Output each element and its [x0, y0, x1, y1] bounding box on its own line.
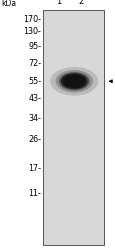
Text: kDa: kDa: [1, 0, 16, 8]
Text: 11-: 11-: [28, 188, 41, 198]
Text: 170-: 170-: [23, 16, 41, 24]
Ellipse shape: [55, 70, 92, 92]
Text: 17-: 17-: [28, 164, 41, 173]
Text: 26-: 26-: [28, 136, 41, 144]
Text: 2: 2: [77, 0, 83, 6]
Ellipse shape: [50, 67, 97, 96]
Bar: [42, 10, 103, 245]
Text: 1: 1: [55, 0, 61, 6]
Text: 55-: 55-: [28, 77, 41, 86]
Text: 43-: 43-: [28, 94, 41, 103]
Text: 72-: 72-: [28, 58, 41, 68]
Ellipse shape: [62, 74, 85, 88]
Text: 130-: 130-: [23, 28, 41, 36]
Ellipse shape: [58, 72, 89, 90]
Ellipse shape: [60, 73, 87, 89]
Text: 34-: 34-: [28, 114, 41, 123]
Text: 95-: 95-: [28, 42, 41, 51]
